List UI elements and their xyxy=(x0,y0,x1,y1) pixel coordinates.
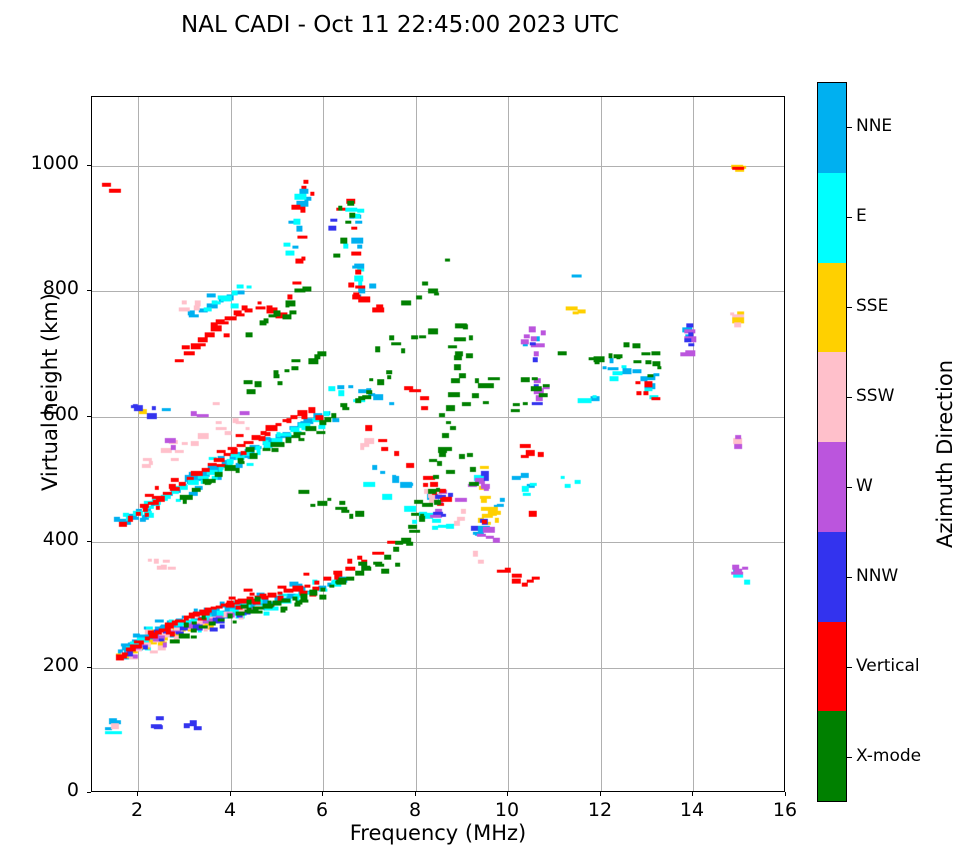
colorbar-tick xyxy=(847,487,852,488)
x-axis-title: Frequency (MHz) xyxy=(349,821,527,845)
y-tick-mark xyxy=(87,541,91,542)
y-tick-label: 200 xyxy=(42,654,79,676)
x-tick-mark xyxy=(230,792,231,796)
colorbar-segment-nnw[interactable] xyxy=(818,531,846,622)
y-tick-mark xyxy=(87,416,91,417)
ionogram-scatter-canvas xyxy=(92,97,784,791)
x-tick-mark xyxy=(415,792,416,796)
colorbar-segment-x-mode[interactable] xyxy=(818,711,846,801)
colorbar-tick xyxy=(847,397,852,398)
y-tick-label: 400 xyxy=(42,528,79,550)
colorbar-label-ssw: SSW xyxy=(856,386,895,406)
x-tick-mark xyxy=(785,792,786,796)
x-tick-label: 10 xyxy=(494,799,520,821)
y-tick-label: 800 xyxy=(42,277,79,299)
x-tick-mark xyxy=(507,792,508,796)
colorbar-label-e: E xyxy=(856,206,867,226)
page-title: NAL CADI - Oct 11 22:45:00 2023 UTC xyxy=(181,12,619,38)
plot-area xyxy=(91,96,785,792)
colorbar-label-x-mode: X-mode xyxy=(856,746,922,766)
x-tick-label: 14 xyxy=(679,799,705,821)
colorbar-label-nne: NNE xyxy=(856,116,893,136)
colorbar-segment-w[interactable] xyxy=(818,442,846,532)
colorbar-tick xyxy=(847,217,852,218)
colorbar-tick xyxy=(847,757,852,758)
colorbar-segment-sse[interactable] xyxy=(818,262,846,353)
y-tick-mark xyxy=(87,290,91,291)
x-tick-label: 8 xyxy=(408,799,422,821)
y-tick-label: 1000 xyxy=(30,152,79,174)
colorbar-segment-nne[interactable] xyxy=(818,83,846,173)
y-axis-title: Virtual height (km) xyxy=(38,293,62,491)
colorbar-tick xyxy=(847,577,852,578)
x-tick-label: 2 xyxy=(130,799,144,821)
y-tick-mark xyxy=(87,792,91,793)
colorbar[interactable] xyxy=(817,82,847,802)
x-tick-label: 16 xyxy=(772,799,798,821)
colorbar-title: Azimuth Direction xyxy=(933,359,957,549)
x-tick-label: 6 xyxy=(315,799,329,821)
colorbar-label-nnw: NNW xyxy=(856,566,899,586)
x-tick-mark xyxy=(600,792,601,796)
colorbar-tick xyxy=(847,127,852,128)
y-tick-mark xyxy=(87,165,91,166)
y-tick-mark xyxy=(87,667,91,668)
colorbar-segment-vertical[interactable] xyxy=(818,621,846,712)
colorbar-label-w: W xyxy=(856,476,873,496)
x-tick-mark xyxy=(137,792,138,796)
colorbar-label-vertical: Vertical xyxy=(856,656,920,676)
y-tick-label: 600 xyxy=(42,403,79,425)
colorbar-label-sse: SSE xyxy=(856,296,889,316)
x-tick-label: 4 xyxy=(223,799,237,821)
colorbar-tick xyxy=(847,667,852,668)
x-tick-label: 12 xyxy=(587,799,613,821)
colorbar-segment-e[interactable] xyxy=(818,172,846,263)
colorbar-tick xyxy=(847,307,852,308)
y-tick-label: 0 xyxy=(66,779,79,801)
x-tick-mark xyxy=(322,792,323,796)
x-tick-mark xyxy=(692,792,693,796)
colorbar-segment-ssw[interactable] xyxy=(818,352,846,442)
